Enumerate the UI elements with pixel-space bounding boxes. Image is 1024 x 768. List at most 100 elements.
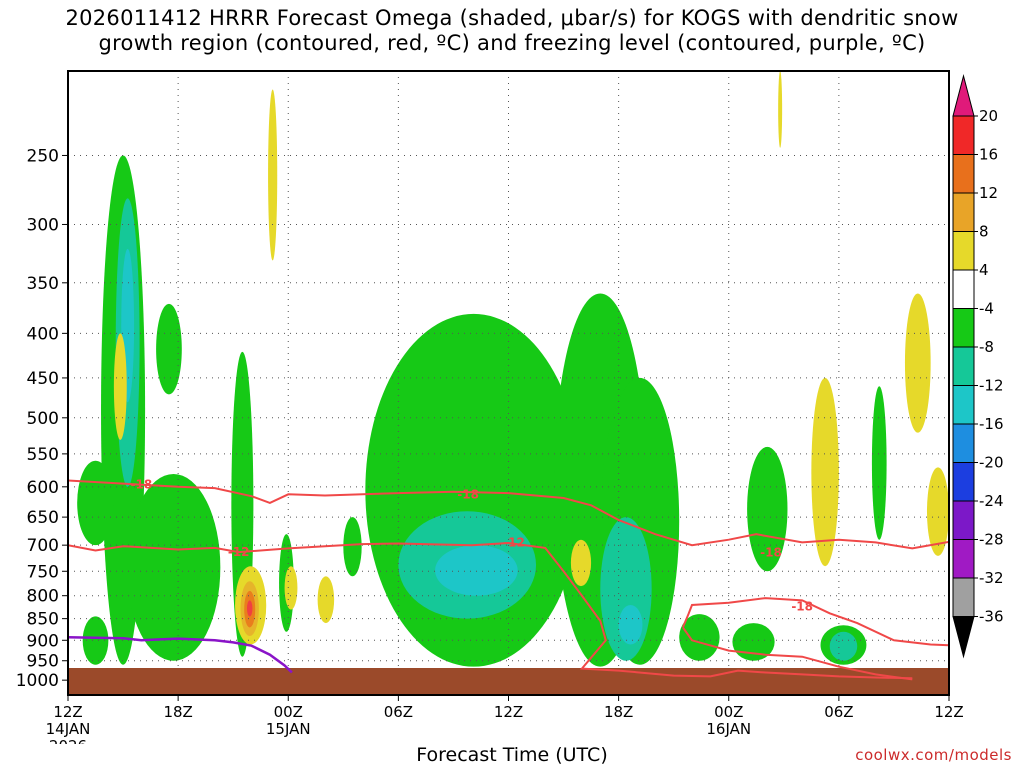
contour-labels: -18 -18 -12 -12 -18 -18 xyxy=(131,477,813,613)
title-line-1: 2026011412 HRRR Forecast Omega (shaded, … xyxy=(65,6,959,30)
colorbar-label: -28 xyxy=(979,531,1004,549)
dgz-contour-line xyxy=(681,597,949,647)
colorbar-label: -4 xyxy=(979,300,994,318)
omega-region--4 xyxy=(77,460,114,546)
x-axis-title: Forecast Time (UTC) xyxy=(416,744,608,766)
colorbar-box xyxy=(952,115,975,155)
y-tick-label: 800 xyxy=(27,587,59,607)
colorbar-label: -12 xyxy=(979,377,1004,395)
omega-time-height-chart: -18 -18 -12 -12 -18 -18 250 300 350 400 450 500 550… xyxy=(16,70,1004,744)
contour-label: -18 xyxy=(791,599,813,613)
y-tick-label: 550 xyxy=(27,445,59,465)
omega-region-4 xyxy=(113,333,127,440)
omega-region-16 xyxy=(246,600,253,617)
omega-region--4 xyxy=(343,517,362,577)
y-tick-label: 350 xyxy=(27,274,59,294)
colorbar-box xyxy=(952,231,975,271)
y-tick-label: 700 xyxy=(27,536,59,556)
omega-region--4 xyxy=(126,473,221,661)
chart-title: 2026011412 HRRR Forecast Omega (shaded, … xyxy=(0,6,1024,56)
omega-region-4 xyxy=(926,467,949,556)
colorbar-label: 12 xyxy=(979,184,998,202)
gridlines xyxy=(68,71,949,695)
colorbar-label: -36 xyxy=(979,608,1004,626)
y-tick-label: 400 xyxy=(27,324,59,344)
x-tick-label: 06Z xyxy=(824,703,853,721)
colorbar-label: -8 xyxy=(979,338,994,356)
colorbar-box xyxy=(952,423,975,463)
y-tick-label: 850 xyxy=(27,610,59,630)
colorbar-bottom-arrow xyxy=(952,616,975,659)
omega-region--4 xyxy=(871,386,887,540)
colorbar-box xyxy=(952,154,975,194)
dgz-contour-line xyxy=(68,479,949,550)
colorbar-box xyxy=(952,308,975,348)
omega-region-4 xyxy=(570,539,592,587)
y-tick-label: 650 xyxy=(27,508,59,528)
x-tick-label: 12Z xyxy=(934,703,963,721)
contour-label: -12 xyxy=(228,545,250,559)
colorbar-box xyxy=(952,269,975,309)
omega-region--4 xyxy=(747,446,788,572)
y-tick-label: 300 xyxy=(27,215,59,235)
x-tick-label: 18Z xyxy=(604,703,633,721)
colorbar-box xyxy=(952,539,975,579)
x-tick-label: 00Z xyxy=(714,703,743,721)
colorbar-label: -16 xyxy=(979,415,1004,433)
title-line-2: growth region (contoured, red, ºC) and f… xyxy=(98,31,926,55)
omega-region-4 xyxy=(778,71,783,148)
x-tick-date: 15JAN xyxy=(266,720,311,738)
colorbar-label: 8 xyxy=(979,223,989,241)
omega-region-4 xyxy=(317,576,335,624)
dgz-contour-line xyxy=(682,626,913,681)
y-tick-label: 500 xyxy=(27,409,59,429)
colorbar-label: 16 xyxy=(979,146,998,164)
contour-label: -18 xyxy=(457,487,479,501)
y-tick-label: 750 xyxy=(27,562,59,582)
x-tick-label: 12Z xyxy=(494,703,523,721)
omega-shading xyxy=(77,71,949,667)
y-axis: 2503003504004505005506006507007508008509… xyxy=(16,146,68,691)
y-tick-label: 900 xyxy=(27,631,59,651)
colorbar-label: -24 xyxy=(979,492,1004,510)
x-tick-year: 2026 xyxy=(49,737,87,744)
ground-layer xyxy=(68,668,949,695)
omega-region-4 xyxy=(904,293,931,433)
dgz-contour-line xyxy=(68,541,913,680)
y-tick-label: 450 xyxy=(27,369,59,389)
x-tick-label: 12Z xyxy=(53,703,82,721)
omega-region--12 xyxy=(618,605,643,645)
x-tick-label: 18Z xyxy=(163,703,192,721)
colorbar-box xyxy=(952,500,975,540)
colorbar-label: 4 xyxy=(979,261,989,279)
colorbar-box xyxy=(952,577,975,617)
omega-region--4 xyxy=(679,614,720,661)
colorbar-label: -20 xyxy=(979,454,1004,472)
watermark: coolwx.com/models xyxy=(855,746,1012,764)
contour-label: -12 xyxy=(503,535,525,549)
colorbar-label: 20 xyxy=(979,107,998,125)
contour-lines xyxy=(68,479,949,681)
contour-label: -18 xyxy=(760,546,782,560)
colorbar-box xyxy=(952,346,975,386)
colorbar-label: -32 xyxy=(979,569,1004,587)
omega-region-4 xyxy=(268,89,278,261)
y-tick-label: 1000 xyxy=(16,671,59,691)
colorbar-box xyxy=(952,385,975,425)
omega-region--12 xyxy=(435,545,518,596)
x-tick-date: 14JAN xyxy=(46,720,91,738)
colorbar-top-arrow xyxy=(952,74,975,117)
x-tick-label: 00Z xyxy=(274,703,303,721)
freezing-level-line xyxy=(68,636,293,674)
colorbar: 20 16 12 8 4 -4 -8 -12 -16 -20 -24 -28 -32 -36 xyxy=(952,74,1004,659)
x-tick-label: 06Z xyxy=(384,703,413,721)
omega-region--4 xyxy=(156,303,182,395)
y-tick-label: 950 xyxy=(27,652,59,672)
colorbar-box xyxy=(952,462,975,502)
x-axis: 12Z14JAN202618Z00Z15JAN06Z12Z18Z00Z16JAN… xyxy=(46,695,964,744)
omega-region--4 xyxy=(82,616,109,665)
omega-region-4 xyxy=(811,377,839,567)
y-tick-label: 250 xyxy=(27,146,59,166)
omega-region--8 xyxy=(829,631,858,661)
omega-region-4 xyxy=(284,566,298,610)
